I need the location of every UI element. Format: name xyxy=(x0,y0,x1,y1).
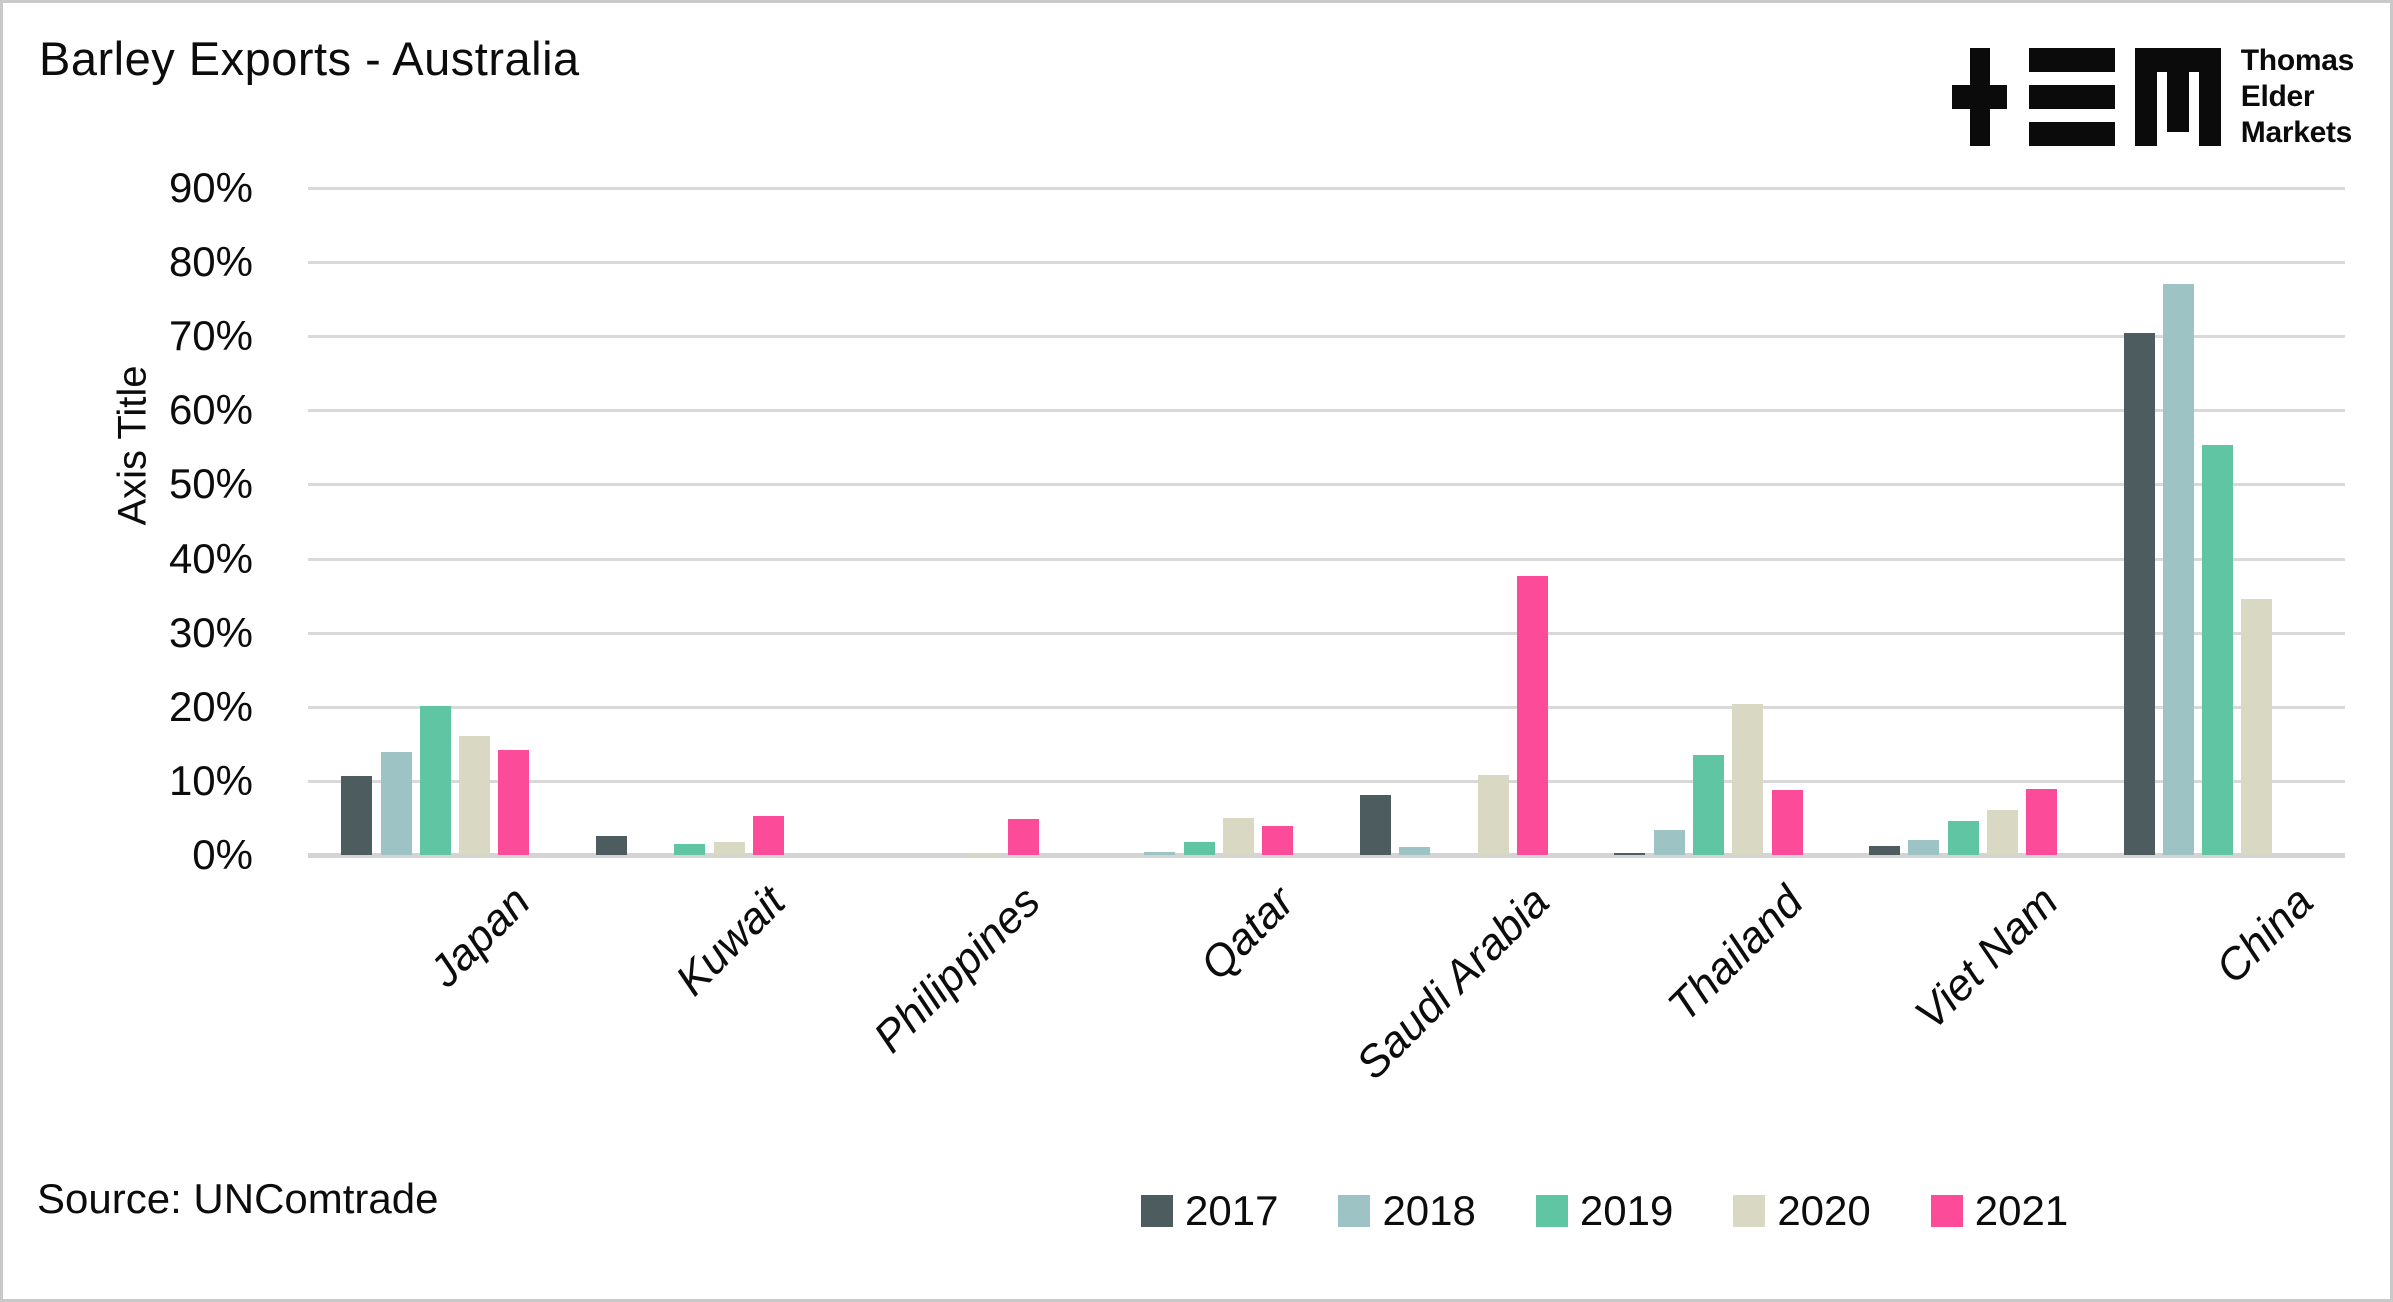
bar-thailand-2021 xyxy=(1771,789,1803,855)
logo-bars-icon xyxy=(2028,48,2115,146)
x-axis-label-japan: Japan xyxy=(420,877,540,997)
legend-label-2017: 2017 xyxy=(1185,1187,1279,1234)
y-tick-label-90: 90% xyxy=(168,164,253,211)
legend-label-2020: 2020 xyxy=(1777,1187,1871,1234)
x-axis-label-qatar: Qatar xyxy=(1191,877,1304,990)
legend-label-2018: 2018 xyxy=(1382,1187,1476,1234)
legend-swatch-2018 xyxy=(1338,1195,1371,1227)
gridline-60 xyxy=(308,409,2345,413)
bar-thailand-2017 xyxy=(1614,852,1646,855)
gridline-80 xyxy=(308,261,2345,265)
x-axis-label-china: China xyxy=(2206,877,2323,993)
legend-swatch-2019 xyxy=(1535,1195,1568,1227)
legend-label-2019: 2019 xyxy=(1579,1187,1674,1234)
bar-kuwait-2017 xyxy=(595,835,627,855)
bar-viet-nam-2017 xyxy=(1868,846,1900,855)
bar-japan-2020 xyxy=(459,735,491,855)
bar-thailand-2020 xyxy=(1732,703,1764,855)
bar-china-2018 xyxy=(2162,284,2194,855)
gridline-70 xyxy=(308,335,2345,339)
gridline-20 xyxy=(308,705,2345,709)
bar-kuwait-2019 xyxy=(674,843,706,855)
bar-qatar-2018 xyxy=(1144,852,1176,855)
gridline-0 xyxy=(308,853,2345,858)
legend: 2017 2018 2019 2020 2021 xyxy=(1141,1187,2068,1235)
bar-viet-nam-2020 xyxy=(1986,809,2018,855)
logo-line-3: Markets xyxy=(2240,116,2353,149)
plot-area xyxy=(308,187,2345,858)
bar-viet-nam-2019 xyxy=(1947,820,1979,855)
tem-logo: Thomas Elder Markets xyxy=(1951,43,2355,151)
bar-china-2019 xyxy=(2202,445,2234,855)
y-tick-label-40: 40% xyxy=(168,534,253,582)
y-tick-label-30: 30% xyxy=(168,608,253,656)
legend-label-2021: 2021 xyxy=(1974,1187,2069,1234)
chart-title: Barley Exports - Australia xyxy=(39,32,580,85)
source-note: Source: UNComtrade xyxy=(37,1175,439,1222)
bar-japan-2017 xyxy=(341,775,373,855)
bar-thailand-2018 xyxy=(1653,829,1685,855)
y-tick-label-70: 70% xyxy=(168,312,253,360)
bar-china-2017 xyxy=(2123,332,2155,855)
y-tick-label-10: 10% xyxy=(168,756,253,804)
gridline-50 xyxy=(308,483,2345,487)
y-tick-label-20: 20% xyxy=(168,682,253,730)
gridline-30 xyxy=(308,631,2345,635)
legend-item-2020: 2020 xyxy=(1733,1187,1871,1235)
bar-philippines-2020 xyxy=(968,852,1000,855)
bar-viet-nam-2018 xyxy=(1908,840,1940,855)
legend-item-2018: 2018 xyxy=(1338,1187,1476,1235)
logo-wordmark: Thomas Elder Markets xyxy=(2240,43,2355,151)
gridline-40 xyxy=(308,557,2345,561)
x-axis-label-viet-nam: Viet Nam xyxy=(1905,877,2068,1040)
bar-saudi-arabia-2021 xyxy=(1516,575,1548,855)
bar-qatar-2021 xyxy=(1262,826,1294,855)
legend-item-2021: 2021 xyxy=(1930,1187,2069,1235)
bar-saudi-arabia-2020 xyxy=(1477,774,1509,855)
bar-kuwait-2020 xyxy=(713,841,745,855)
legend-item-2019: 2019 xyxy=(1535,1187,1674,1235)
x-axis-label-thailand: Thailand xyxy=(1659,877,1814,1031)
x-axis-label-philippines: Philippines xyxy=(864,877,1050,1063)
x-axis-label-kuwait: Kuwait xyxy=(666,877,795,1006)
bar-saudi-arabia-2018 xyxy=(1399,846,1430,855)
logo-plus-icon xyxy=(1951,48,2007,146)
bar-philippines-2021 xyxy=(1007,818,1039,855)
legend-swatch-2021 xyxy=(1930,1195,1963,1227)
legend-item-2017: 2017 xyxy=(1141,1187,1278,1235)
logo-line-1: Thomas xyxy=(2240,44,2355,77)
bar-kuwait-2021 xyxy=(753,815,785,855)
gridline-10 xyxy=(308,779,2345,783)
legend-swatch-2020 xyxy=(1733,1195,1766,1227)
bar-qatar-2020 xyxy=(1222,817,1254,855)
bar-thailand-2019 xyxy=(1692,754,1724,855)
y-tick-label-80: 80% xyxy=(168,238,253,286)
gridline-90 xyxy=(308,187,2345,190)
bar-saudi-arabia-2017 xyxy=(1359,794,1391,855)
legend-swatch-2017 xyxy=(1141,1195,1173,1227)
y-tick-label-50: 50% xyxy=(168,460,253,508)
bar-japan-2019 xyxy=(419,706,451,855)
logo-line-2: Elder xyxy=(2240,80,2315,113)
bar-qatar-2019 xyxy=(1183,841,1215,855)
bar-viet-nam-2021 xyxy=(2026,789,2058,855)
bar-japan-2018 xyxy=(380,752,412,855)
x-axis-label-saudi-arabia: Saudi Arabia xyxy=(1346,877,1559,1089)
y-tick-label-60: 60% xyxy=(168,386,253,434)
bar-japan-2021 xyxy=(498,749,530,855)
y-tick-label-0: 0% xyxy=(192,831,253,878)
bar-china-2020 xyxy=(2241,598,2273,855)
logo-m-icon xyxy=(2134,48,2221,146)
